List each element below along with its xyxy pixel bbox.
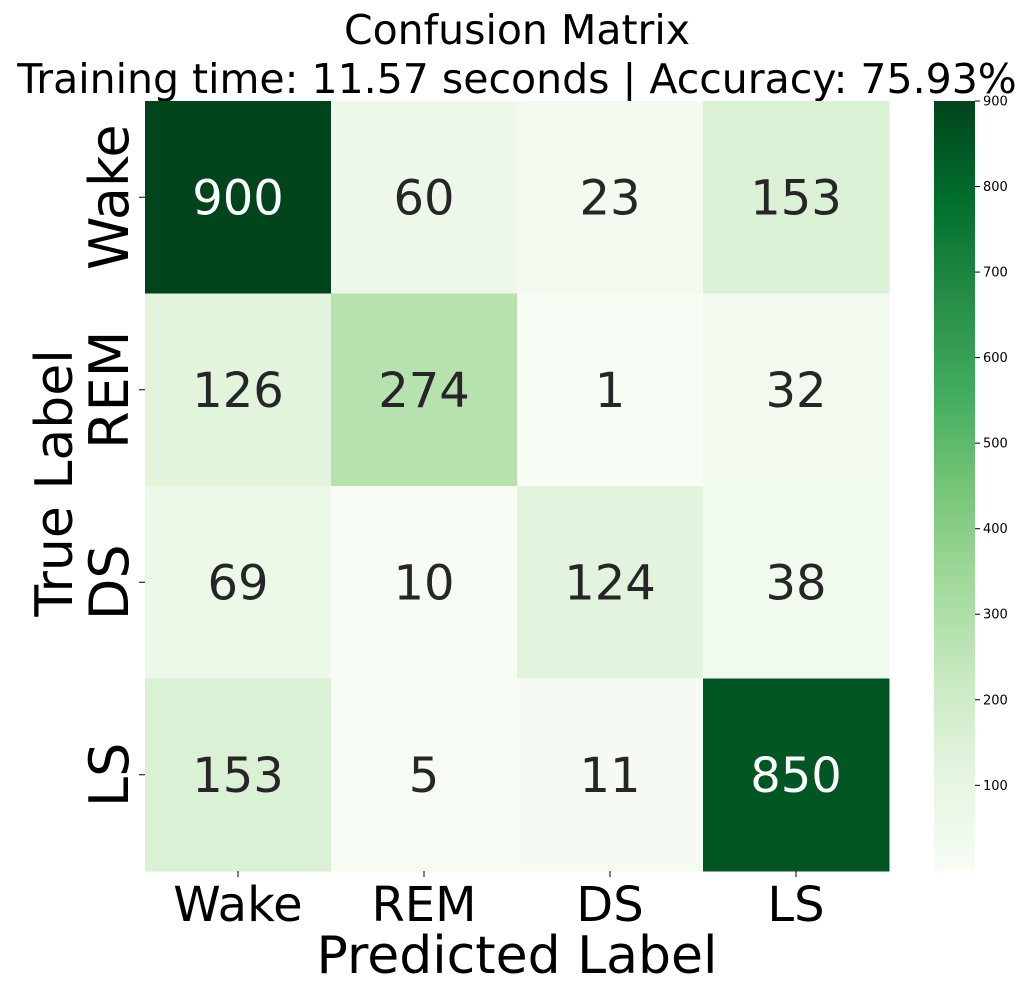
cell-value-label: 1 — [595, 363, 626, 419]
cell-value-label: 153 — [192, 748, 284, 804]
cell-value-label: 32 — [765, 363, 826, 419]
heatmap-cell-ls-ds — [517, 678, 704, 872]
cell-value-label: 23 — [579, 170, 640, 226]
heatmap-cell-ds-wake — [145, 486, 332, 679]
heatmap-cell-ds-rem — [331, 486, 518, 679]
heatmap-cell-ls-wake — [145, 678, 332, 872]
cell-value-label: 900 — [192, 170, 284, 226]
chart-title-line2: Training time: 11.57 seconds | Accuracy:… — [16, 55, 1017, 103]
heatmap-cells: 900 60 23 153 126 274 1 32 69 10 124 38 153 5 11 850 — [145, 101, 890, 872]
colorbar-ticks: 100 200 300 400 500 600 700 800 900 — [975, 95, 1008, 794]
y-tick-label-ls: LS — [78, 743, 141, 807]
colorbar-tick-label: 500 — [983, 437, 1008, 452]
heatmap-cell-rem-rem — [331, 293, 518, 487]
cell-value-label: 69 — [207, 555, 268, 611]
heatmap-cell-ls-ls — [703, 678, 890, 872]
cell-value-label: 153 — [750, 170, 842, 226]
heatmap-cell-wake-wake — [145, 101, 332, 294]
x-tick-label-wake: Wake — [173, 877, 302, 933]
heatmap-cell-wake-ds — [517, 101, 704, 294]
cell-value-label: 274 — [378, 363, 470, 419]
heatmap-cell-ls-rem — [331, 678, 518, 872]
cell-value-label: 38 — [765, 555, 826, 611]
cell-value-label: 126 — [192, 363, 284, 419]
cell-value-label: 60 — [393, 170, 454, 226]
heatmap-cell-rem-wake — [145, 293, 332, 487]
colorbar — [934, 101, 975, 870]
x-tick-label-ls: LS — [767, 877, 824, 933]
colorbar-tick-label: 600 — [983, 351, 1008, 366]
cell-value-label: 5 — [409, 748, 440, 804]
y-tick-label-ds: DS — [78, 544, 141, 620]
heatmap-cell-rem-ls — [703, 293, 890, 487]
x-axis-label: Predicted Label — [317, 926, 718, 986]
heatmap-cell-wake-rem — [331, 101, 518, 294]
x-tick-label-rem: REM — [371, 877, 476, 933]
y-tick-label-wake: Wake — [78, 124, 141, 270]
heatmap-cell-rem-ds — [517, 293, 704, 487]
x-tick-label-ds: DS — [576, 877, 643, 933]
cell-value-label: 11 — [579, 748, 640, 804]
y-tick-label-rem: REM — [78, 331, 141, 449]
colorbar-tick-label: 100 — [983, 779, 1008, 794]
y-axis-label: True Label — [25, 349, 85, 617]
heatmap-cell-ds-ls — [703, 486, 890, 679]
cell-value-label: 850 — [750, 748, 842, 804]
colorbar-tick-label: 800 — [983, 180, 1008, 195]
axis-ticks: Wake REM DS LS Wake REM DS LS — [78, 124, 825, 933]
cell-value-label: 124 — [564, 555, 656, 611]
cell-value-label: 10 — [393, 555, 454, 611]
colorbar-tick-label: 200 — [983, 693, 1008, 708]
colorbar-tick-label: 400 — [983, 522, 1008, 537]
heatmap-cell-wake-ls — [703, 101, 890, 294]
chart-title-line1: Confusion Matrix — [344, 6, 690, 54]
colorbar-tick-label: 900 — [983, 95, 1008, 110]
colorbar-tick-label: 700 — [983, 266, 1008, 281]
colorbar-tick-label: 300 — [983, 608, 1008, 623]
heatmap-cell-ds-ds — [517, 486, 704, 679]
